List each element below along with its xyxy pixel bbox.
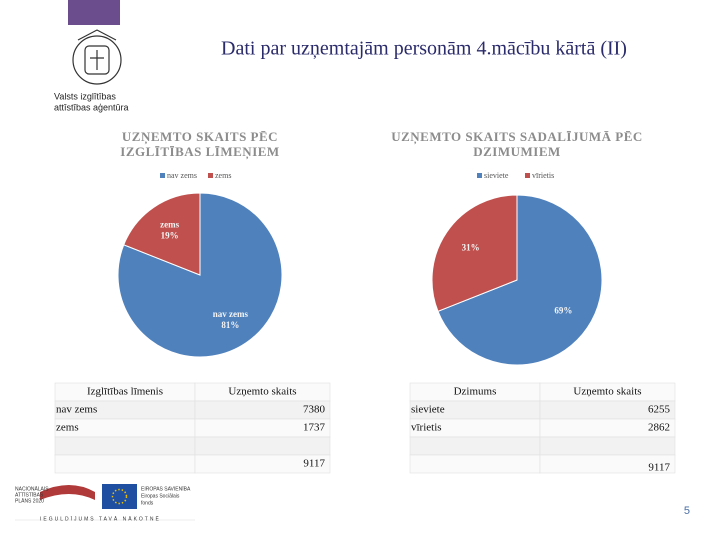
table-cell [194,436,331,456]
row-label: zems [56,422,79,434]
legend-swatch [477,173,482,178]
chart-title: IZGLĪTĪBAS LĪMEŅIEM [120,144,279,160]
footer-text: fonds [141,500,154,506]
legend-swatch [160,173,165,178]
table-cell [409,436,541,456]
slice-label: 69% [554,306,572,316]
table-header: Izglītības līmenis [87,386,163,398]
row-label: vīrietis [411,422,442,434]
row-value: 6255 [648,404,671,416]
chart-title: UZŅEMTO SKAITS PĒC [122,129,278,145]
table-total: 9117 [648,462,670,474]
logo-text: Valsts izglītības [54,91,116,101]
pie-slice [431,194,518,312]
legend-label: zems [215,171,231,180]
legend-label: vīrietis [532,171,554,180]
table-header: Uzņemto skaits [573,386,641,398]
pie-slice [437,194,603,366]
slice-label: 31% [462,243,480,253]
row-label: sieviete [411,404,445,416]
legend-swatch [208,173,213,178]
legend-label: nav zems [167,171,197,180]
table-header: Dzimums [454,386,497,398]
table-cell [194,454,331,474]
logo-text: attīstības aģentūra [54,102,129,112]
table-header: Uzņemto skaits [228,386,296,398]
table-total: 9117 [303,458,325,470]
logo-emblem [72,29,122,85]
footer-text: Eiropas Sociālais [141,493,180,499]
footer-text: PLĀNS 2020 [15,497,44,504]
footer-text: EIROPAS SAVIENĪBA [141,485,191,492]
pie-slice [117,192,283,358]
slice-label: 81% [221,320,239,330]
slice-category: zems [160,219,179,229]
chart-title: UZŅEMTO SKAITS SADALĪJUMĀ PĒC [391,129,643,145]
pie-slice [123,192,201,276]
footer-text: ATTĪSTĪBAS [15,491,44,498]
accent-block [68,0,120,25]
row-label: nav zems [56,404,97,416]
slice-label: 19% [161,230,179,240]
row-value: 1737 [303,422,326,434]
footer-text: NACIONĀLAIS [15,485,49,492]
footer-logos [15,484,195,521]
legend-label: sieviete [484,171,509,180]
table-cell [539,454,676,474]
legend-swatch [525,173,530,178]
page-number: 5 [684,505,690,517]
slide-title: Dati par uzņemtajām personām 4.mācību kā… [221,38,627,60]
chart-title: DZIMUMIEM [473,144,561,159]
row-value: 2862 [648,422,670,434]
row-value: 7380 [303,404,326,416]
slice-category: nav zems [213,309,249,319]
table-cell [409,454,541,474]
table-cell [54,454,196,474]
table-cell [54,436,196,456]
footer-slogan: IEGULDĪJUMS TAVĀ NĀKOTNĒ [40,515,161,522]
table-cell [539,436,676,456]
